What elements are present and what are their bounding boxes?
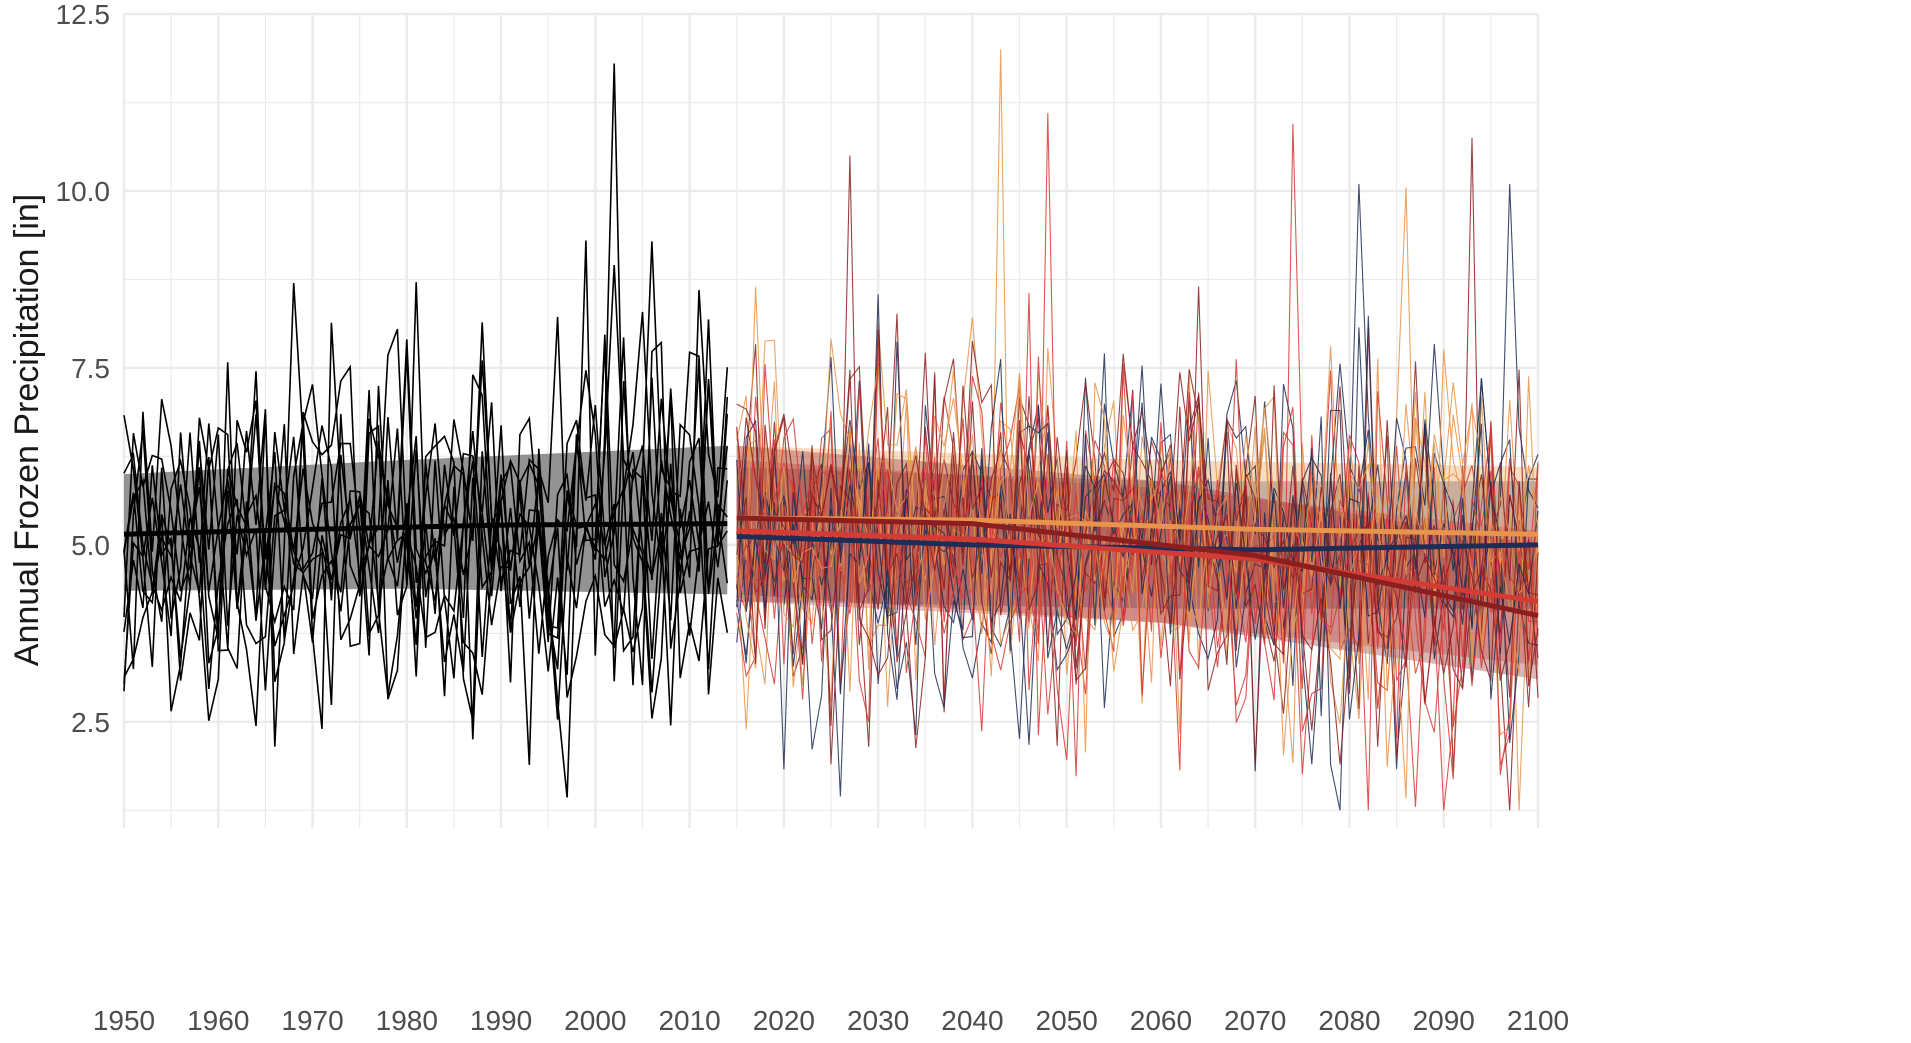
axes: 1950 1960 1970 1980 1990 2000 2010 2020 2030 2040… (56, 0, 1570, 1036)
x-tick-label: 2090 (1413, 1005, 1475, 1036)
y-tick-label: 2.5 (71, 707, 110, 738)
x-tick-label: 2040 (941, 1005, 1003, 1036)
y-tick-label: 10.0 (56, 176, 111, 207)
x-tick-label: 2100 (1507, 1005, 1569, 1036)
trend-lines (123, 515, 1539, 619)
x-tick-label: 1990 (470, 1005, 532, 1036)
x-tick-label: 1980 (376, 1005, 438, 1036)
y-axis-title: Annual Frozen Precipitation [in] (8, 194, 46, 666)
orange-ensemble-line (736, 286, 1539, 799)
y-tick-label: 7.5 (71, 353, 110, 384)
historical-ensemble-line (123, 328, 728, 740)
historical-ensemble-line (123, 241, 728, 798)
darkred-trend-line (736, 515, 1539, 619)
historical-trend-line (123, 521, 728, 537)
x-tick-label: 2030 (847, 1005, 909, 1036)
x-tick-label: 2080 (1318, 1005, 1380, 1036)
x-tick-label: 2020 (753, 1005, 815, 1036)
x-tick-label: 2010 (658, 1005, 720, 1036)
y-tick-label: 5.0 (71, 530, 110, 561)
navy-ensemble-line (736, 423, 1539, 770)
navy-trend-line (736, 533, 1539, 553)
x-tick-label: 1950 (93, 1005, 155, 1036)
red-trend-line (736, 528, 1539, 604)
historical-ensemble-line (123, 264, 729, 681)
orange-ensemble-line (736, 338, 1539, 753)
historical-ensemble-line (123, 63, 729, 747)
x-tick-label: 2000 (564, 1005, 626, 1036)
x-tick-label: 2060 (1130, 1005, 1192, 1036)
x-tick-label: 1970 (281, 1005, 343, 1036)
x-tick-label: 2050 (1036, 1005, 1098, 1036)
historical-ensemble-line (123, 342, 729, 726)
x-tick-label: 2070 (1224, 1005, 1286, 1036)
y-tick-label: 12.5 (56, 0, 111, 30)
x-tick-label: 1960 (187, 1005, 249, 1036)
